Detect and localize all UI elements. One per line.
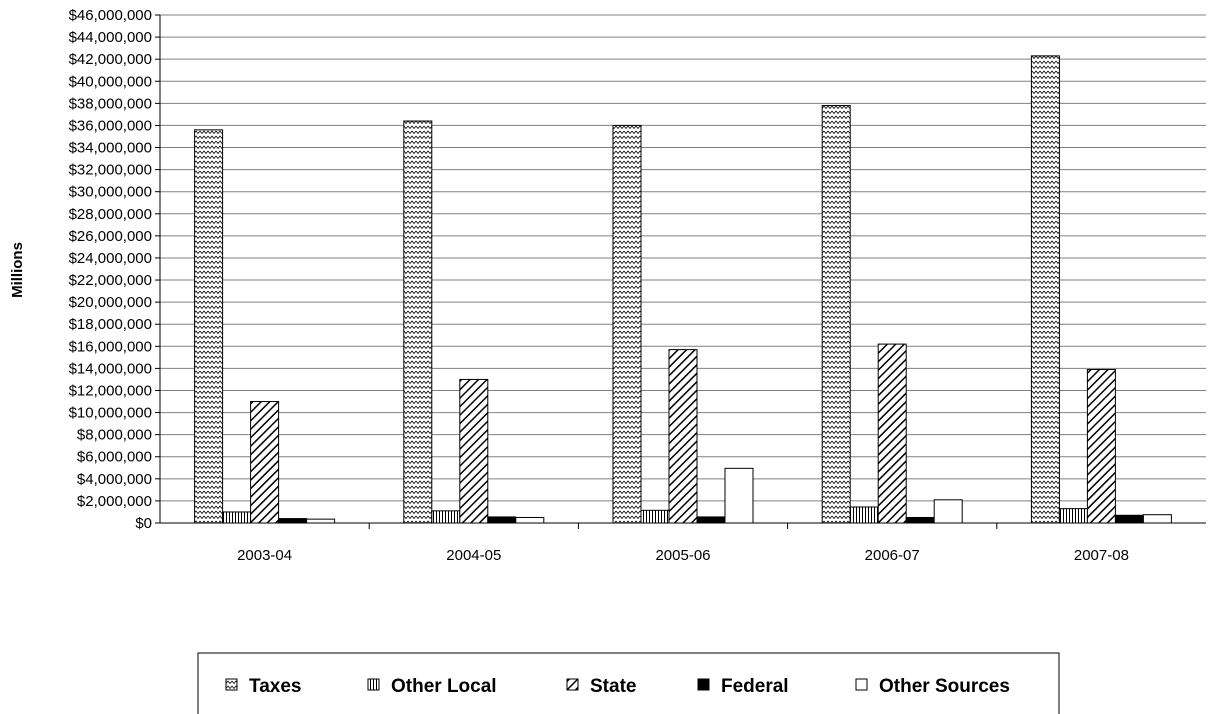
y-tick-label: $36,000,000 bbox=[69, 117, 152, 134]
y-tick-label: $6,000,000 bbox=[77, 449, 152, 466]
y-tick-label: $18,000,000 bbox=[69, 316, 152, 333]
legend-items: Taxes Other Local State Federal Other Source… bbox=[225, 676, 1010, 697]
bar-other-sources bbox=[933, 499, 963, 524]
bar-taxes bbox=[612, 124, 642, 524]
bar-state bbox=[459, 378, 489, 524]
bar-other-local bbox=[640, 509, 670, 524]
bar-taxes bbox=[1030, 55, 1060, 524]
x-axis bbox=[159, 15, 1206, 529]
y-tick-label: $40,000,000 bbox=[69, 73, 152, 90]
x-tick-label: 2005-06 bbox=[655, 547, 710, 564]
x-tick-label: 2003-04 bbox=[237, 547, 292, 564]
x-tick-label: 2004-05 bbox=[446, 547, 501, 564]
bar-state bbox=[250, 401, 280, 524]
y-tick-label: $28,000,000 bbox=[69, 206, 152, 223]
y-tick-label: $22,000,000 bbox=[69, 272, 152, 289]
x-axis-tick-labels: 2003-04 2004-05 2005-06 2006-07 2007-08 bbox=[237, 547, 1129, 564]
legend-swatch bbox=[225, 678, 238, 691]
bar-federal bbox=[696, 516, 726, 524]
y-tick-label: $2,000,000 bbox=[77, 493, 152, 510]
bar-other-sources bbox=[306, 518, 336, 524]
bar-federal bbox=[487, 516, 517, 524]
y-tick-label: $8,000,000 bbox=[77, 427, 152, 444]
legend-swatch bbox=[566, 678, 579, 691]
y-tick-label: $4,000,000 bbox=[77, 471, 152, 488]
y-tick-label: $46,000,000 bbox=[69, 7, 152, 24]
bar-state bbox=[877, 343, 907, 524]
legend-label: State bbox=[590, 676, 636, 697]
legend-label: Other Local bbox=[391, 676, 497, 697]
y-tick-label: $16,000,000 bbox=[69, 338, 152, 355]
y-tick-label: $20,000,000 bbox=[69, 294, 152, 311]
bars bbox=[194, 55, 1172, 524]
x-tick-label: 2006-07 bbox=[865, 547, 920, 564]
legend-label: Taxes bbox=[249, 676, 301, 697]
bar-other-sources bbox=[1142, 514, 1172, 524]
bar-other-local bbox=[222, 511, 252, 524]
legend-swatch bbox=[855, 678, 868, 691]
y-tick-label: $32,000,000 bbox=[69, 162, 152, 179]
x-tick-label: 2007-08 bbox=[1074, 547, 1129, 564]
bar-taxes bbox=[821, 105, 851, 524]
legend-box bbox=[197, 652, 1060, 714]
y-tick-label: $30,000,000 bbox=[69, 184, 152, 201]
y-tick-label: $26,000,000 bbox=[69, 228, 152, 245]
bar-other-sources bbox=[515, 516, 545, 524]
legend-label: Other Sources bbox=[879, 676, 1010, 697]
bar-other-local bbox=[431, 510, 461, 524]
y-tick-label: $14,000,000 bbox=[69, 360, 152, 377]
bar-federal bbox=[278, 518, 308, 524]
legend-label: Federal bbox=[721, 676, 789, 697]
y-tick-label: $44,000,000 bbox=[69, 29, 152, 46]
legend-swatch bbox=[697, 678, 710, 691]
bar-taxes bbox=[194, 129, 224, 524]
legend-swatch bbox=[367, 678, 380, 691]
legend: Taxes Other Local State Federal Other Source… bbox=[197, 652, 1060, 714]
y-tick-label: $12,000,000 bbox=[69, 382, 152, 399]
bar-state bbox=[668, 349, 698, 524]
y-tick-label: $10,000,000 bbox=[69, 405, 152, 422]
y-tick-label: $42,000,000 bbox=[69, 51, 152, 68]
y-axis-tick-labels: $0 $2,000,000 $4,000,000 $6,000,000 $8,000,0… bbox=[69, 7, 152, 532]
bar-state bbox=[1086, 368, 1116, 524]
y-tick-label: $34,000,000 bbox=[69, 140, 152, 157]
y-axis-title: Millions bbox=[9, 242, 26, 298]
bar-other-sources bbox=[724, 467, 754, 524]
y-tick-label: $24,000,000 bbox=[69, 250, 152, 267]
bar-other-local bbox=[1058, 508, 1088, 524]
bar-other-local bbox=[849, 506, 879, 524]
y-tick-label: $0 bbox=[135, 515, 152, 532]
y-tick-label: $38,000,000 bbox=[69, 95, 152, 112]
bar-federal bbox=[1114, 514, 1144, 524]
bar-federal bbox=[905, 516, 935, 524]
bar-taxes bbox=[403, 120, 433, 524]
